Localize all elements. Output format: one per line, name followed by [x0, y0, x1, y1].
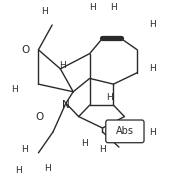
Text: O: O: [21, 45, 29, 55]
Text: H: H: [149, 20, 156, 29]
Text: H: H: [15, 167, 22, 176]
Text: H: H: [11, 85, 17, 94]
Text: H: H: [89, 3, 96, 12]
Text: Abs: Abs: [116, 126, 134, 136]
FancyBboxPatch shape: [106, 120, 144, 143]
Text: H: H: [99, 145, 106, 154]
Text: O: O: [36, 112, 44, 122]
Text: H: H: [41, 7, 48, 16]
Text: H: H: [106, 93, 113, 102]
Text: H: H: [110, 3, 117, 12]
Text: H: H: [22, 145, 28, 154]
Text: H: H: [149, 64, 156, 73]
Text: H: H: [59, 61, 66, 70]
Text: N: N: [62, 100, 70, 110]
Text: H: H: [44, 164, 51, 173]
Text: H: H: [132, 124, 139, 133]
Text: H: H: [81, 139, 87, 148]
Text: H: H: [149, 128, 156, 137]
